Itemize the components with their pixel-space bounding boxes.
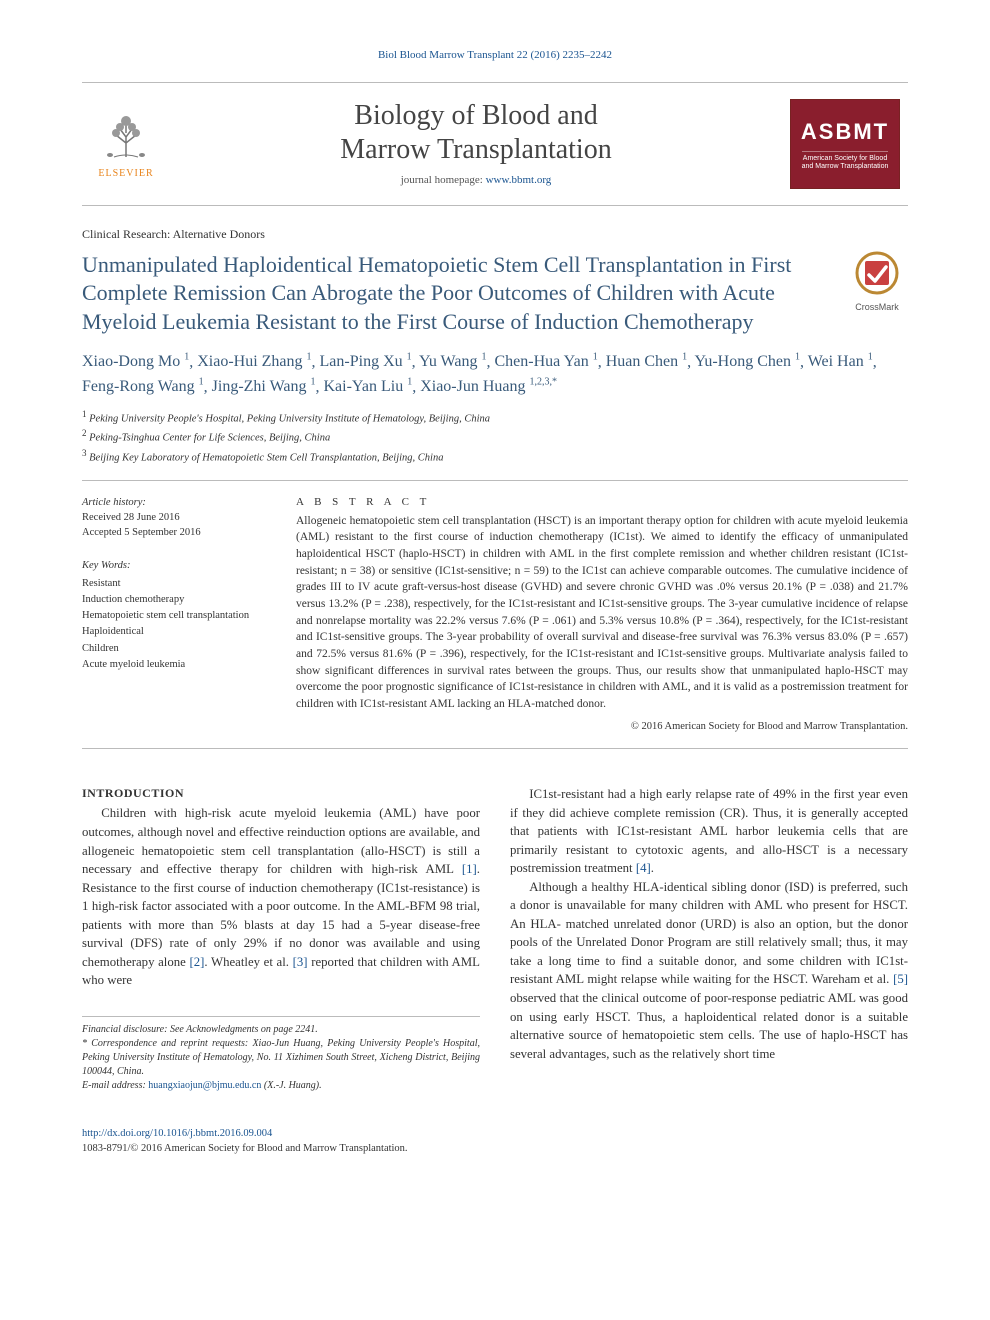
asbmt-fullname: American Society for Bloodand Marrow Tra… bbox=[802, 151, 889, 171]
crossmark-icon bbox=[855, 251, 899, 295]
elsevier-label: ELSEVIER bbox=[98, 168, 153, 179]
journal-title-block: Biology of Blood and Marrow Transplantat… bbox=[162, 99, 790, 188]
doi-block: http://dx.doi.org/10.1016/j.bbmt.2016.09… bbox=[82, 1127, 908, 1156]
affiliation: 1 Peking University People's Hospital, P… bbox=[82, 408, 908, 427]
abstract-copyright: © 2016 American Society for Blood and Ma… bbox=[296, 719, 908, 734]
affiliation: 3 Beijing Key Laboratory of Hematopoieti… bbox=[82, 447, 908, 466]
citation-ref[interactable]: [5] bbox=[893, 972, 908, 986]
email-label: E-mail address: bbox=[82, 1080, 146, 1091]
citation-ref[interactable]: [3] bbox=[293, 955, 308, 969]
homepage-label: journal homepage: bbox=[401, 174, 483, 186]
running-head-citation: Biol Blood Marrow Transplant 22 (2016) 2… bbox=[82, 48, 908, 64]
meta-abstract-row: Article history: Received 28 June 2016 A… bbox=[82, 495, 908, 734]
author: Huan Chen 1 bbox=[606, 353, 687, 370]
asbmt-acronym: ASBMT bbox=[801, 116, 889, 148]
keywords-heading: Key Words: bbox=[82, 558, 262, 573]
author-list: Xiao-Dong Mo 1, Xiao-Hui Zhang 1, Lan-Pi… bbox=[82, 350, 908, 400]
intro-heading: INTRODUCTION bbox=[82, 785, 480, 802]
author: Lan-Ping Xu 1 bbox=[320, 353, 412, 370]
affiliation: 2 Peking-Tsinghua Center for Life Scienc… bbox=[82, 427, 908, 446]
citation-ref[interactable]: [2] bbox=[189, 955, 204, 969]
author: Yu Wang 1 bbox=[419, 353, 486, 370]
author: Xiao-Dong Mo 1 bbox=[82, 353, 189, 370]
masthead: ELSEVIER Biology of Blood and Marrow Tra… bbox=[82, 82, 908, 206]
history-heading: Article history: bbox=[82, 495, 262, 510]
divider bbox=[82, 748, 908, 749]
elsevier-tree-icon bbox=[98, 107, 154, 161]
homepage-line: journal homepage: www.bbmt.org bbox=[162, 173, 790, 189]
email-author-suffix: (X.-J. Huang). bbox=[264, 1080, 322, 1091]
elsevier-logo: ELSEVIER bbox=[90, 107, 162, 182]
keyword: Acute myeloid leukemia bbox=[82, 657, 262, 673]
author: Feng-Rong Wang 1 bbox=[82, 378, 204, 395]
author: Wei Han 1 bbox=[808, 353, 873, 370]
citation-ref[interactable]: [4] bbox=[636, 861, 651, 875]
author: Yu-Hong Chen 1 bbox=[695, 353, 800, 370]
abstract-heading: A B S T R A C T bbox=[296, 495, 908, 511]
crossmark-badge[interactable]: CrossMark bbox=[846, 251, 908, 316]
body-columns: INTRODUCTION Children with high-risk acu… bbox=[82, 785, 908, 1093]
keyword: Hematopoietic stem cell transplantation bbox=[82, 608, 262, 624]
author: Xiao-Hui Zhang 1 bbox=[197, 353, 311, 370]
keyword: Induction chemotherapy bbox=[82, 592, 262, 608]
divider bbox=[82, 480, 908, 481]
crossmark-label: CrossMark bbox=[855, 302, 899, 312]
abstract: A B S T R A C T Allogeneic hematopoietic… bbox=[296, 495, 908, 734]
author: Jing-Zhi Wang 1 bbox=[212, 378, 316, 395]
journal-title-line-1: Biology of Blood and bbox=[162, 99, 790, 133]
article-meta: Article history: Received 28 June 2016 A… bbox=[82, 495, 262, 734]
affiliation-list: 1 Peking University People's Hospital, P… bbox=[82, 408, 908, 466]
asbmt-logo: ASBMT American Society for Bloodand Marr… bbox=[790, 99, 900, 189]
keyword: Resistant bbox=[82, 576, 262, 592]
issn-copyright: 1083-8791/© 2016 American Society for Bl… bbox=[82, 1143, 408, 1154]
keyword: Haploidentical bbox=[82, 624, 262, 640]
footnotes: Financial disclosure: See Acknowledgment… bbox=[82, 1016, 480, 1093]
citation-link[interactable]: Biol Blood Marrow Transplant 22 (2016) 2… bbox=[378, 49, 612, 61]
abstract-text: Allogeneic hematopoietic stem cell trans… bbox=[296, 513, 908, 713]
body-column-right: IC1st-resistant had a high early relapse… bbox=[510, 785, 908, 1093]
keywords-list: ResistantInduction chemotherapyHematopoi… bbox=[82, 576, 262, 674]
author: Chen-Hua Yan 1 bbox=[494, 353, 597, 370]
intro-paragraph-3: Although a healthy HLA-identical sibling… bbox=[510, 878, 908, 1063]
author: Kai-Yan Liu 1 bbox=[324, 378, 413, 395]
keyword: Children bbox=[82, 641, 262, 657]
accepted-date: Accepted 5 September 2016 bbox=[82, 525, 262, 540]
doi-link[interactable]: http://dx.doi.org/10.1016/j.bbmt.2016.09… bbox=[82, 1128, 272, 1139]
homepage-link[interactable]: www.bbmt.org bbox=[486, 174, 552, 186]
section-tag: Clinical Research: Alternative Donors bbox=[82, 226, 908, 243]
financial-disclosure: Financial disclosure: See Acknowledgment… bbox=[82, 1023, 480, 1037]
citation-ref[interactable]: [1] bbox=[462, 862, 477, 876]
corresponding-email-link[interactable]: huangxiaojun@bjmu.edu.cn bbox=[148, 1080, 261, 1091]
journal-title-line-2: Marrow Transplantation bbox=[162, 133, 790, 167]
article-title: Unmanipulated Haploidentical Hematopoiet… bbox=[82, 251, 830, 335]
received-date: Received 28 June 2016 bbox=[82, 510, 262, 525]
title-row: Unmanipulated Haploidentical Hematopoiet… bbox=[82, 251, 908, 335]
intro-paragraph-2: IC1st-resistant had a high early relapse… bbox=[510, 785, 908, 878]
correspondence: * Correspondence and reprint requests: X… bbox=[82, 1037, 480, 1079]
body-column-left: INTRODUCTION Children with high-risk acu… bbox=[82, 785, 480, 1093]
author: Xiao-Jun Huang 1,2,3,* bbox=[420, 378, 557, 395]
email-line: E-mail address: huangxiaojun@bjmu.edu.cn… bbox=[82, 1079, 480, 1093]
intro-paragraph-1: Children with high-risk acute myeloid le… bbox=[82, 804, 480, 989]
